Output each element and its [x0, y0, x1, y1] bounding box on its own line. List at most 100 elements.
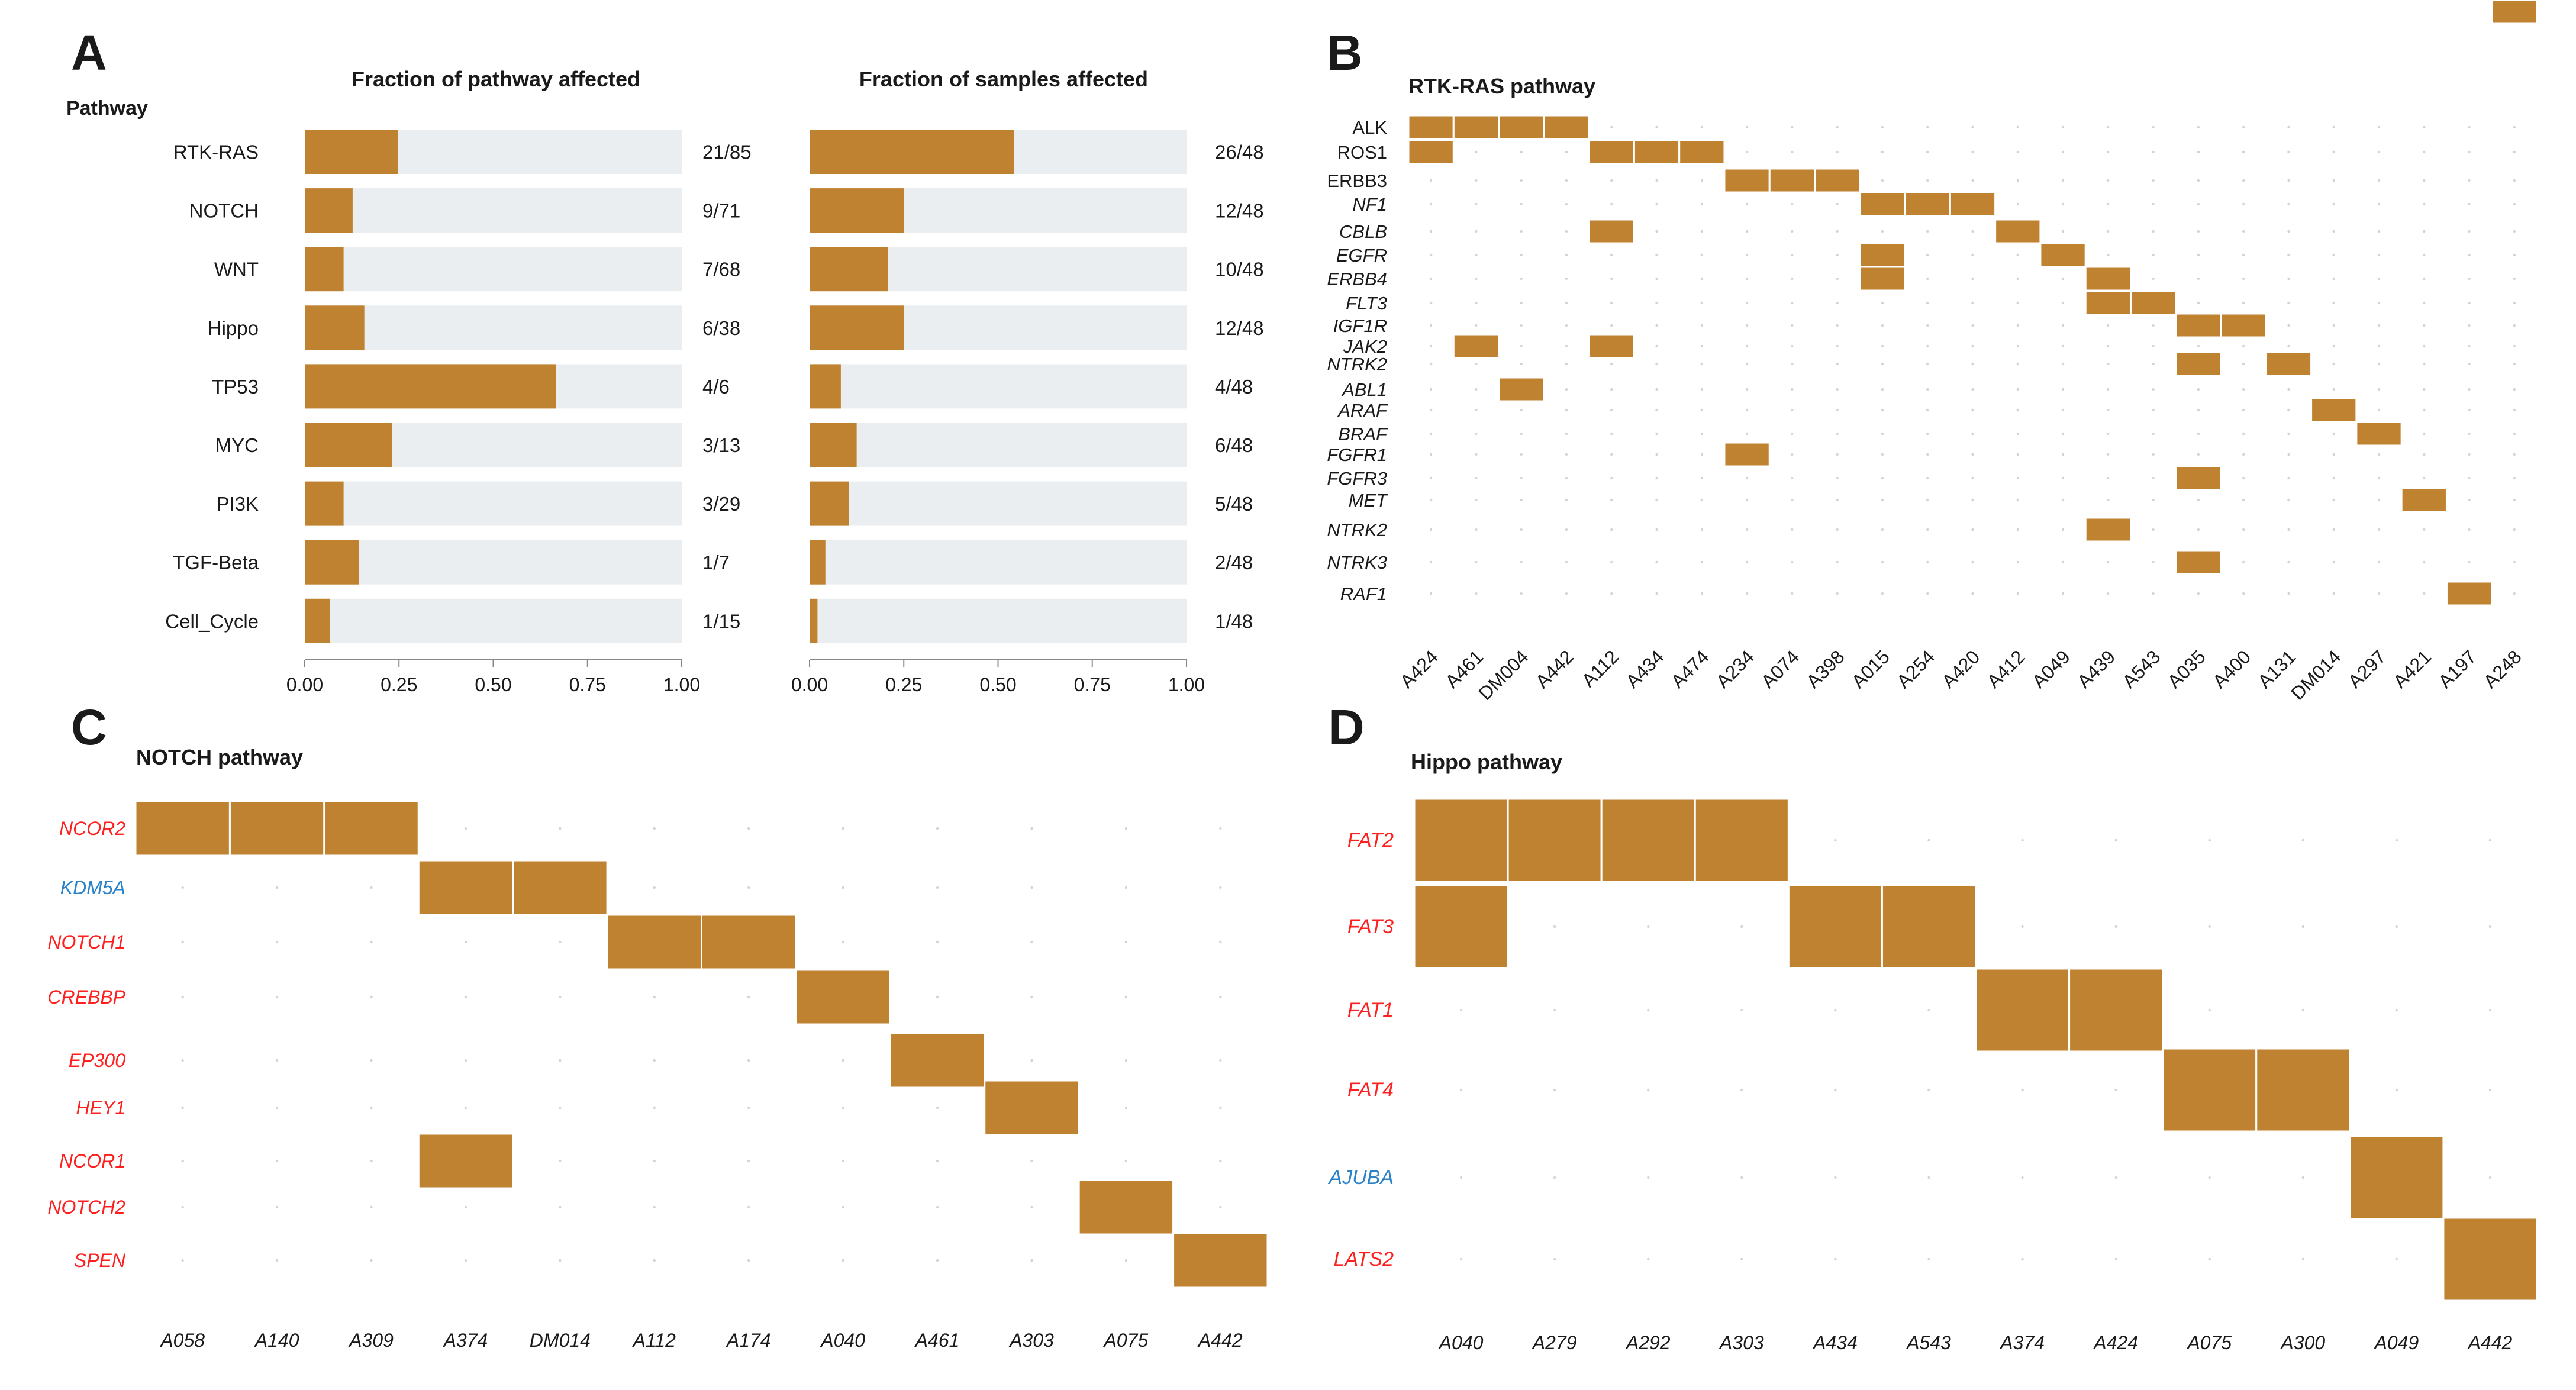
grid-dot: [2377, 202, 2381, 206]
bar-track: [305, 540, 682, 585]
grid-dot: [275, 940, 279, 944]
grid-dot: [1881, 592, 1884, 595]
mutation-cell: [228, 800, 325, 857]
grid-dot: [2016, 592, 2019, 595]
grid-dot: [2468, 560, 2471, 564]
grid-dot: [1740, 1088, 1743, 1092]
grid-dot: [1971, 324, 1974, 327]
gene-label: EP300: [69, 1050, 125, 1071]
grid-dot: [1971, 453, 1974, 456]
grid-dot: [2377, 277, 2381, 280]
grid-dot: [2468, 432, 2471, 436]
mutation-cell: [1787, 884, 1883, 969]
grid-dot: [1565, 179, 1568, 182]
gene-label: SPEN: [74, 1250, 126, 1271]
grid-dot: [2513, 125, 2516, 129]
grid-dot: [2152, 277, 2155, 280]
grid-dot: [1565, 453, 1568, 456]
grid-dot: [1745, 408, 1749, 412]
grid-dot: [1565, 230, 1568, 233]
grid-dot: [2107, 324, 2110, 327]
grid-dot: [2377, 324, 2381, 327]
grid-dot: [2107, 344, 2110, 348]
grid-dot: [2377, 125, 2381, 129]
sample-label: A248: [2480, 646, 2526, 692]
grid-dot: [1926, 125, 1929, 129]
grid-dot: [1475, 230, 1478, 233]
grid-dot: [1655, 179, 1658, 182]
grid-dot: [1745, 528, 1749, 531]
grid-dot: [464, 995, 468, 999]
grid-dot: [1655, 476, 1658, 480]
grid-dot: [1565, 277, 1568, 280]
grid-dot: [1791, 388, 1794, 391]
grid-dot: [2395, 925, 2398, 928]
grid-dot: [2423, 476, 2426, 480]
grid-dot: [2377, 408, 2381, 412]
grid-dot: [2332, 150, 2335, 154]
grid-dot: [1429, 528, 1433, 531]
grid-dot: [1926, 592, 1929, 595]
grid-dot: [1610, 388, 1613, 391]
grid-dot: [2197, 528, 2200, 531]
mutation-cell: [1814, 167, 1861, 193]
grid-dot: [2377, 362, 2381, 366]
count-label: 26/48: [1215, 141, 1264, 163]
grid-dot: [1520, 432, 1523, 436]
gene-label: NTRK2: [1327, 520, 1387, 540]
grid-dot: [2114, 838, 2117, 842]
grid-dot: [2513, 362, 2516, 366]
grid-dot: [2061, 301, 2065, 305]
grid-dot: [2332, 453, 2335, 456]
grid-dot: [2287, 301, 2290, 305]
mutation-cell: [417, 1133, 514, 1189]
count-label: 1/7: [702, 552, 730, 573]
grid-dot: [2332, 560, 2335, 564]
grid-dot: [2513, 230, 2516, 233]
grid-dot: [2152, 528, 2155, 531]
grid-dot: [1836, 324, 1839, 327]
grid-dot: [1745, 301, 1749, 305]
grid-dot: [842, 1205, 844, 1209]
sample-label: A442: [2467, 1332, 2513, 1353]
mutation-cell: [323, 800, 420, 857]
grid-dot: [1971, 498, 1974, 502]
grid-dot: [1740, 1008, 1743, 1012]
count-label: 10/48: [1215, 259, 1264, 280]
grid-dot: [559, 1106, 562, 1110]
grid-dot: [2061, 560, 2065, 564]
grid-dot: [2016, 388, 2019, 391]
grid-dot: [2301, 1008, 2304, 1012]
grid-dot: [275, 886, 279, 889]
count-label: 3/29: [702, 493, 740, 515]
grid-dot: [2061, 476, 2065, 480]
panel-b-rtk-ras-heatmap: B RTK-RAS pathway ALK ROS1 ERBB3 NF1 CBLB EGFR E…: [1327, 0, 2538, 704]
grid-dot: [1429, 453, 1433, 456]
grid-dot: [2197, 150, 2200, 154]
grid-dot: [1610, 528, 1613, 531]
grid-dot: [1927, 1257, 1930, 1261]
grid-dot: [1429, 324, 1433, 327]
grid-dot: [2488, 1176, 2492, 1179]
grid-dot: [1655, 324, 1658, 327]
grid-dot: [2377, 230, 2381, 233]
panel-a: A Pathway RTK-RAS NOTCH WNT Hippo TP53 MYC PI3K T…: [66, 25, 1264, 695]
grid-dot: [1836, 408, 1839, 412]
grid-dot: [2242, 202, 2245, 206]
count-label: 12/48: [1215, 317, 1264, 339]
count-label: 2/48: [1215, 552, 1253, 573]
grid-dot: [1475, 432, 1478, 436]
grid-dot: [2208, 1008, 2211, 1012]
grid-dot: [1520, 301, 1523, 305]
bar: [305, 247, 344, 292]
gene-label: NOTCH2: [47, 1197, 125, 1218]
grid-dot: [2287, 388, 2290, 391]
grid-dot: [1700, 344, 1704, 348]
grid-dot: [2468, 362, 2471, 366]
grid-dot: [2242, 560, 2245, 564]
gene-label: ERBB3: [1327, 170, 1387, 191]
mutation-cell: [984, 1079, 1080, 1136]
grid-dot: [2287, 125, 2290, 129]
grid-dot: [653, 827, 656, 830]
grid-dot: [1745, 432, 1749, 436]
